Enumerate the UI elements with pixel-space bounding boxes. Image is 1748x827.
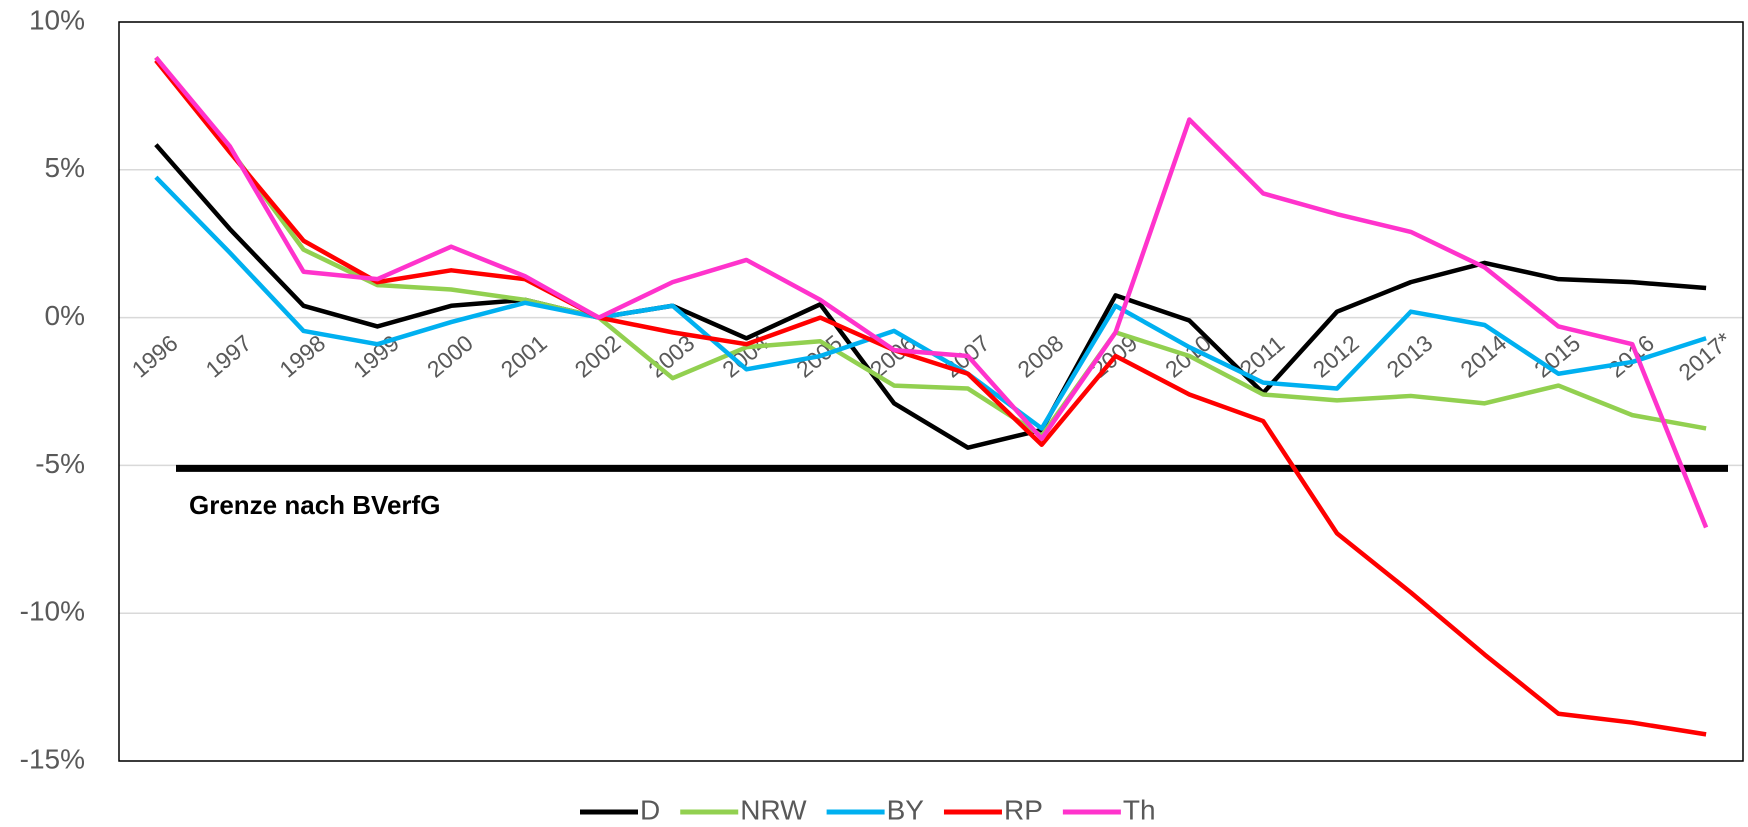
x-tick-label: 2002 [570, 330, 626, 383]
x-tick-label: 2000 [422, 330, 478, 383]
line-series [154, 59, 1707, 737]
x-tick-label: 2013 [1382, 330, 1438, 383]
x-tick-label: 2008 [1013, 330, 1069, 383]
x-tick-label: 1997 [201, 330, 257, 383]
y-tick-label: -15% [20, 743, 85, 774]
line-series [154, 56, 1707, 439]
y-tick-label: -10% [20, 596, 85, 627]
legend-label: D [640, 794, 660, 825]
x-tick-label: 2017* [1673, 327, 1736, 386]
legend-label: NRW [740, 794, 807, 825]
line-series [154, 175, 1707, 431]
line-series [154, 56, 1709, 529]
y-tick-label: 5% [45, 152, 85, 183]
plot-border [118, 21, 1744, 762]
reference-label: Grenze nach BVerfG [189, 490, 440, 520]
line-series [154, 143, 1707, 450]
legend-label: RP [1004, 794, 1043, 825]
x-tick-label: 1998 [274, 330, 330, 383]
x-tick-label: 1996 [127, 330, 183, 383]
legend-label: Th [1123, 794, 1156, 825]
legend-label: BY [887, 794, 925, 825]
y-tick-label: -5% [35, 448, 85, 479]
x-tick-label: 2001 [496, 330, 552, 383]
y-tick-label: 0% [45, 300, 85, 331]
y-tick-label: 10% [29, 4, 85, 35]
